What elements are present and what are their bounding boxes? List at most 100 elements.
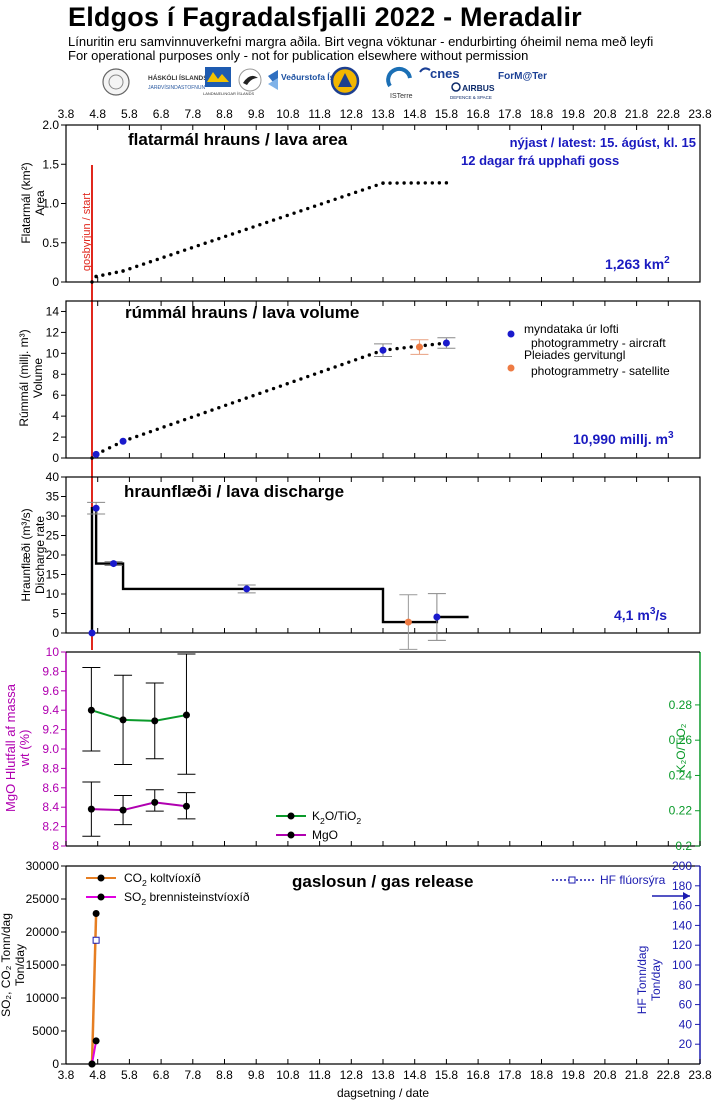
- 1-tick-label: 8: [52, 367, 59, 381]
- volume-trend-point: [374, 350, 378, 355]
- hf-tick-label: 100: [672, 958, 692, 972]
- hf-tick-label: 120: [672, 938, 692, 952]
- area-panel-title: flatarmál hrauns / lava area: [128, 130, 348, 149]
- k2o-series-line: [91, 709, 187, 722]
- bottom-x-tick-label: 15.8: [435, 1068, 459, 1082]
- bottom-x-tick-label: 18.8: [530, 1068, 554, 1082]
- so2-point: [92, 1037, 100, 1045]
- area-data-point: [333, 197, 337, 201]
- latest-date-label: nýjast / latest: 15. ágúst, kl. 15: [510, 135, 696, 150]
- volume-trend-point: [395, 346, 399, 351]
- lmi-logo-icon: [205, 67, 231, 87]
- 1-tick-label: 10: [46, 346, 60, 360]
- subtitle-line-1: Línuritin eru samvinnuverkefni margra að…: [68, 34, 654, 49]
- airbus-logo-subtext: DEFENCE & SPACE: [450, 95, 492, 100]
- area-data-point: [155, 257, 159, 262]
- volume-trend-point: [237, 398, 242, 403]
- 2-tick-label: 15: [46, 568, 60, 582]
- area-data-point: [121, 269, 125, 273]
- area-data-point: [223, 234, 228, 239]
- legend-so2-label: SO2 brennisteinstvíoxíð: [124, 890, 250, 907]
- 4-tick-label: 30000: [26, 859, 60, 873]
- 3-tick-label: 8.4: [42, 800, 59, 814]
- area-data-point: [182, 248, 187, 252]
- university-seal-icon: [102, 68, 130, 96]
- area-data-point: [141, 262, 146, 266]
- 1-tick-label: 12: [46, 325, 60, 339]
- area-data-point: [326, 199, 330, 204]
- area-data-point: [374, 183, 378, 188]
- volume-value-label: 10,990 millj. m3: [573, 430, 674, 447]
- volume-trend-point: [196, 413, 201, 417]
- area-data-point: [278, 216, 283, 220]
- hf-tick-label: 40: [679, 1017, 693, 1031]
- volume-trend-point: [169, 422, 173, 427]
- cnes-logo-icon: [419, 67, 431, 73]
- k2o-tick-label: 0.26: [669, 733, 693, 747]
- legend-so2-marker: [97, 893, 105, 901]
- area-data-point: [90, 280, 94, 284]
- area-data-point: [230, 232, 235, 236]
- discharge-satellite-point: [404, 618, 412, 626]
- area-data-point: [169, 253, 173, 257]
- volume-y-axis-label: Rúmmál (millj. m³)Volume: [17, 329, 45, 426]
- partner-logos: HÁSKÓLI ÍSLANDS JARÐVÍSINDASTOFNUN LANDM…: [102, 66, 547, 100]
- discharge-panel-title: hraunflæði / lava discharge: [124, 482, 344, 501]
- area-data-point: [251, 225, 255, 229]
- days-since-start-label: 12 dagar frá upphafi goss: [461, 153, 619, 168]
- area-data-point: [101, 273, 105, 277]
- bottom-x-tick-label: 13.8: [371, 1068, 395, 1082]
- volume-trend-point: [340, 362, 344, 367]
- area-data-point: [271, 218, 276, 222]
- gas-panel-title: gaslosun / gas release: [292, 872, 473, 891]
- area-data-point: [94, 274, 98, 279]
- volume-trend-point: [285, 382, 289, 386]
- area-data-point: [381, 181, 385, 185]
- k2o-tick-label: 0.2: [675, 839, 692, 853]
- bottom-x-tick-label: 12.8: [340, 1068, 364, 1082]
- legend-hf-marker: [568, 876, 576, 884]
- volume-trend-point: [217, 406, 221, 410]
- area-data-point: [292, 211, 296, 215]
- volume-aircraft-point: [442, 339, 450, 347]
- area-data-point: [416, 181, 420, 185]
- chem-point: [182, 802, 190, 810]
- hf-tick-label: 60: [679, 998, 693, 1012]
- 3-tick-label: 9.0: [42, 742, 59, 756]
- legend-satellite-marker: [507, 364, 515, 372]
- area-data-point: [244, 227, 248, 232]
- bottom-x-tick-label: 3.8: [58, 1068, 75, 1082]
- top-x-tick-label: 11.8: [308, 107, 331, 121]
- hf-axis-arrow-head: [683, 892, 690, 900]
- bottom-x-tick-label: 7.8: [184, 1068, 201, 1082]
- 0-tick-label: 0: [52, 275, 59, 289]
- isterre-logo-text: ISTerre: [390, 93, 413, 100]
- bottom-x-tick-label: 20.8: [593, 1068, 617, 1082]
- bottom-x-tick-label: 8.8: [216, 1068, 233, 1082]
- discharge-aircraft-point: [433, 613, 441, 621]
- airbus-logo-text: AIRBUS: [462, 83, 495, 93]
- k2o-tick-label: 0.28: [669, 698, 693, 712]
- area-data-point: [409, 181, 413, 185]
- airbus-logo-icon: [451, 82, 461, 92]
- bottom-x-tick-label: 10.8: [276, 1068, 300, 1082]
- top-x-tick-label: 14.8: [403, 107, 427, 121]
- 1-tick-label: 2: [52, 430, 59, 444]
- volume-trend-point: [244, 396, 248, 400]
- area-data-point: [128, 266, 132, 271]
- legend-k2o-label: K2O/TiO2: [312, 809, 361, 826]
- area-data-point: [237, 229, 242, 234]
- top-x-tick-label: 23.8: [688, 107, 712, 121]
- volume-trend-point: [101, 449, 105, 453]
- area-data-point: [189, 246, 194, 250]
- volume-trend-point: [148, 429, 153, 434]
- 0-tick-label: 2.0: [42, 118, 59, 132]
- top-x-tick-label: 19.8: [562, 107, 586, 121]
- volume-trend-point: [353, 358, 358, 362]
- volume-trend-point: [278, 384, 283, 388]
- volume-trend-point: [251, 394, 255, 398]
- volume-trend-point: [107, 446, 112, 450]
- area-data-point: [360, 188, 365, 192]
- area-data-point: [162, 255, 166, 259]
